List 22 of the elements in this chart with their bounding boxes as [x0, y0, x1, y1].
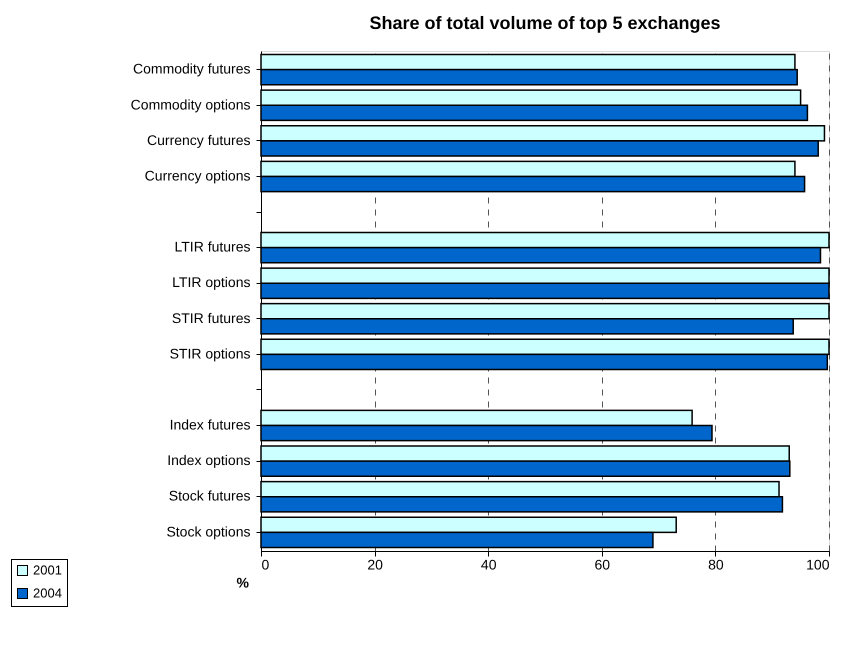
x-tick-label: 60 — [594, 556, 610, 572]
x-tick-label: 40 — [480, 556, 497, 572]
x-tick-label: 80 — [708, 556, 724, 572]
y-tick-label: Currency options — [144, 167, 250, 184]
y-tick-label: LTIR options — [172, 274, 250, 290]
y-tick-label: STIR futures — [172, 310, 250, 326]
y-tick-label: Commodity futures — [133, 60, 250, 77]
legend-label: 2001 — [33, 562, 62, 578]
y-tick-label: Commodity options — [130, 96, 250, 112]
y-tick-label: Index futures — [170, 416, 250, 433]
y-tick-label: LTIR futures — [174, 238, 250, 255]
y-tick-label: Stock options — [166, 523, 250, 540]
y-tick-label: Index options — [167, 452, 250, 468]
x-tick-label: 0 — [262, 556, 270, 572]
legend-label: 2004 — [33, 586, 62, 600]
y-tick-label: STIR options — [170, 345, 250, 362]
x-axis-title: % — [236, 574, 250, 590]
x-tick-label: 20 — [367, 556, 384, 572]
x-tick-label: 100 — [806, 556, 830, 572]
chart-title: Share of total volume of top 5 exchanges — [369, 13, 721, 33]
y-tick-label: Stock futures — [168, 488, 250, 504]
y-tick-label: Currency futures — [147, 132, 250, 148]
